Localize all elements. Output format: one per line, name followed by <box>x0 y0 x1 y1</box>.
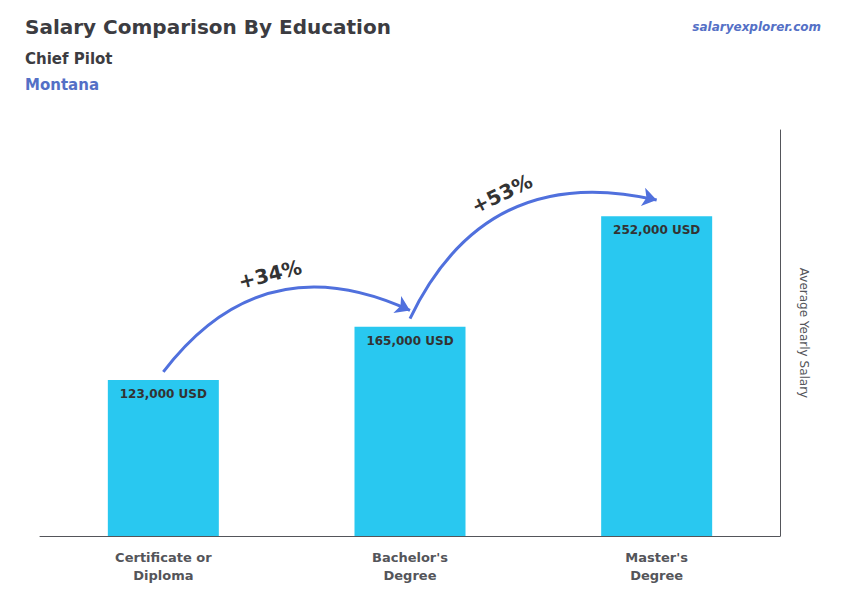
svg-text:Montana: Montana <box>25 76 99 94</box>
svg-text:252,000 USD: 252,000 USD <box>613 223 700 237</box>
svg-text:Certificate or: Certificate or <box>115 550 212 565</box>
svg-text:Average Yearly Salary: Average Yearly Salary <box>797 268 811 398</box>
svg-text:Salary Comparison By Education: Salary Comparison By Education <box>25 15 391 39</box>
svg-text:+34%: +34% <box>236 255 304 294</box>
svg-text:Diploma: Diploma <box>133 568 193 583</box>
svg-text:165,000 USD: 165,000 USD <box>366 334 453 348</box>
svg-text:salaryexplorer.com: salaryexplorer.com <box>692 20 821 34</box>
svg-text:Bachelor's: Bachelor's <box>372 550 448 565</box>
svg-text:Degree: Degree <box>630 568 683 583</box>
svg-text:123,000 USD: 123,000 USD <box>120 387 207 401</box>
svg-text:Chief Pilot: Chief Pilot <box>25 50 113 68</box>
svg-text:Master's: Master's <box>625 550 688 565</box>
svg-text:+53%: +53% <box>468 169 537 219</box>
svg-text:Degree: Degree <box>384 568 437 583</box>
